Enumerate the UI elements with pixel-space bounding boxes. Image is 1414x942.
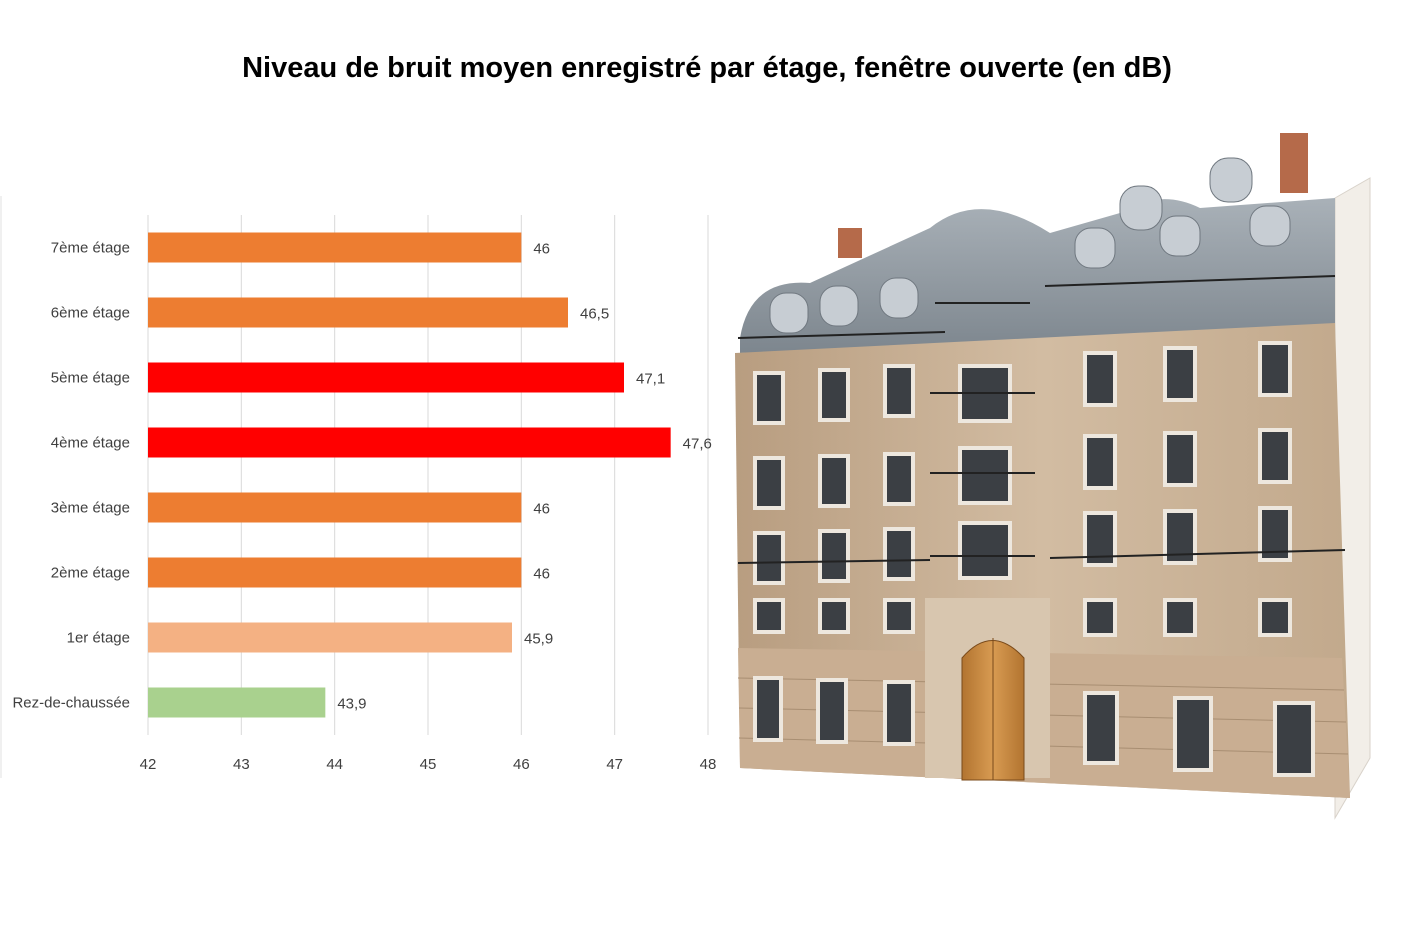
chimney xyxy=(1280,133,1308,193)
category-label: 4ème étage xyxy=(51,435,130,452)
data-label: 46 xyxy=(533,501,550,518)
x-tick-label: 44 xyxy=(326,756,343,773)
bar xyxy=(148,687,326,718)
noise-bar-chart: 42 43 44 45 46 47 48 7ème étage 46 6ème étage 46,5… xyxy=(0,196,717,778)
data-label: 46,5 xyxy=(580,306,609,323)
x-tick-label: 48 xyxy=(700,756,717,773)
x-tick-label: 47 xyxy=(606,756,623,773)
x-tick-label: 42 xyxy=(140,756,157,773)
bar xyxy=(148,557,522,588)
chart-title: Niveau de bruit moyen enregistré par éta… xyxy=(242,52,1172,84)
dormer-windows xyxy=(769,157,1291,334)
data-label: 46 xyxy=(533,566,550,583)
x-tick-label: 46 xyxy=(513,756,530,773)
category-label: 2ème étage xyxy=(51,565,130,582)
x-tick-label: 45 xyxy=(420,756,437,773)
category-label: 6ème étage xyxy=(51,305,130,322)
bar xyxy=(148,622,512,653)
bar xyxy=(148,427,671,458)
data-label: 43,9 xyxy=(337,696,366,713)
category-label: 7ème étage xyxy=(51,240,130,257)
data-label: 45,9 xyxy=(524,631,553,648)
data-label: 47,6 xyxy=(683,436,712,453)
balconies xyxy=(737,275,1346,564)
data-label: 46 xyxy=(533,241,550,258)
bar xyxy=(148,232,522,263)
haussmann-building-illustration xyxy=(735,133,1371,820)
bar xyxy=(148,362,624,393)
bar xyxy=(148,492,522,523)
data-label: 47,1 xyxy=(636,371,665,388)
category-label: 1er étage xyxy=(67,630,130,647)
category-label: Rez-de-chaussée xyxy=(12,695,130,712)
category-label: 3ème étage xyxy=(51,500,130,517)
x-tick-label: 43 xyxy=(233,756,250,773)
category-label: 5ème étage xyxy=(51,370,130,387)
bar xyxy=(148,297,568,328)
